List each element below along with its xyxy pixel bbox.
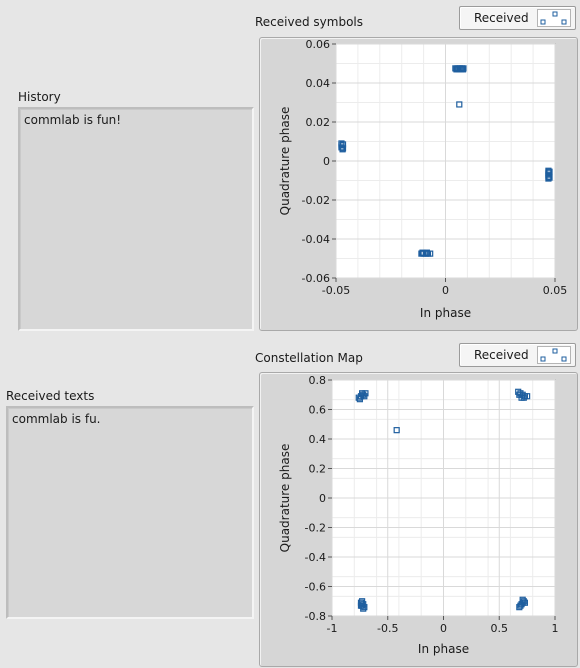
x-tick-label: 1 <box>552 622 559 635</box>
y-tick-label: 0.6 <box>309 404 327 417</box>
x-tick-label: -0.05 <box>322 284 350 297</box>
x-axis-label: In phase <box>420 306 471 320</box>
y-axis-label: Quadrature phase <box>278 444 292 553</box>
x-tick-label: 0 <box>442 284 449 297</box>
data-point <box>546 174 553 181</box>
history-textbox[interactable]: commlab is fun! <box>18 107 254 331</box>
x-axis-label: In phase <box>418 642 469 656</box>
x-tick-label: 0.05 <box>543 284 568 297</box>
y-tick-label: 0.02 <box>306 116 331 129</box>
y-axis-label: Quadrature phase <box>278 107 292 216</box>
legend-marker-icon <box>537 346 571 364</box>
legend-label: Received <box>474 11 529 25</box>
data-point <box>427 250 434 257</box>
data-point <box>521 599 528 606</box>
y-tick-label: -0.8 <box>305 610 326 623</box>
y-tick-label: 0.04 <box>306 77 331 90</box>
received-texts-textbox[interactable]: commlab is fu. <box>6 406 254 619</box>
data-point <box>419 249 426 256</box>
y-tick-label: 0.4 <box>309 433 327 446</box>
data-point <box>456 101 463 108</box>
data-point <box>393 427 400 434</box>
data-point <box>339 145 347 152</box>
constellation-legend[interactable]: Received <box>459 343 576 367</box>
y-tick-label: 0 <box>319 492 326 505</box>
y-tick-label: 0 <box>323 155 330 168</box>
y-tick-label: 0.06 <box>306 38 331 51</box>
data-point <box>516 391 523 398</box>
y-tick-label: -0.6 <box>305 581 326 594</box>
data-point <box>524 393 531 400</box>
data-point <box>357 602 365 609</box>
received-symbols-legend[interactable]: Received <box>459 6 576 30</box>
x-tick-label: -1 <box>327 622 338 635</box>
data-point <box>516 604 523 611</box>
y-tick-label: 0.2 <box>309 463 327 476</box>
x-tick-label: 0.5 <box>491 622 509 635</box>
data-point <box>545 175 552 182</box>
data-point <box>339 141 347 148</box>
y-tick-label: 0.8 <box>309 374 327 387</box>
y-tick-label: -0.04 <box>302 233 330 246</box>
y-tick-label: -0.02 <box>302 194 330 207</box>
data-point <box>423 249 430 256</box>
data-point <box>361 604 368 611</box>
received-symbols-title: Received symbols <box>255 15 363 29</box>
history-label: History <box>18 90 61 104</box>
data-point <box>359 390 366 397</box>
y-tick-label: -0.06 <box>302 272 330 285</box>
data-point <box>546 168 553 175</box>
received-texts-label: Received texts <box>6 389 95 403</box>
x-tick-label: -0.5 <box>377 622 398 635</box>
legend-label: Received <box>474 348 529 362</box>
constellation-map-title: Constellation Map <box>255 351 363 365</box>
data-point <box>459 66 467 73</box>
legend-marker-icon <box>537 9 571 27</box>
x-tick-label: 0 <box>440 622 447 635</box>
y-tick-label: -0.4 <box>305 551 326 564</box>
y-tick-label: -0.2 <box>305 522 326 535</box>
